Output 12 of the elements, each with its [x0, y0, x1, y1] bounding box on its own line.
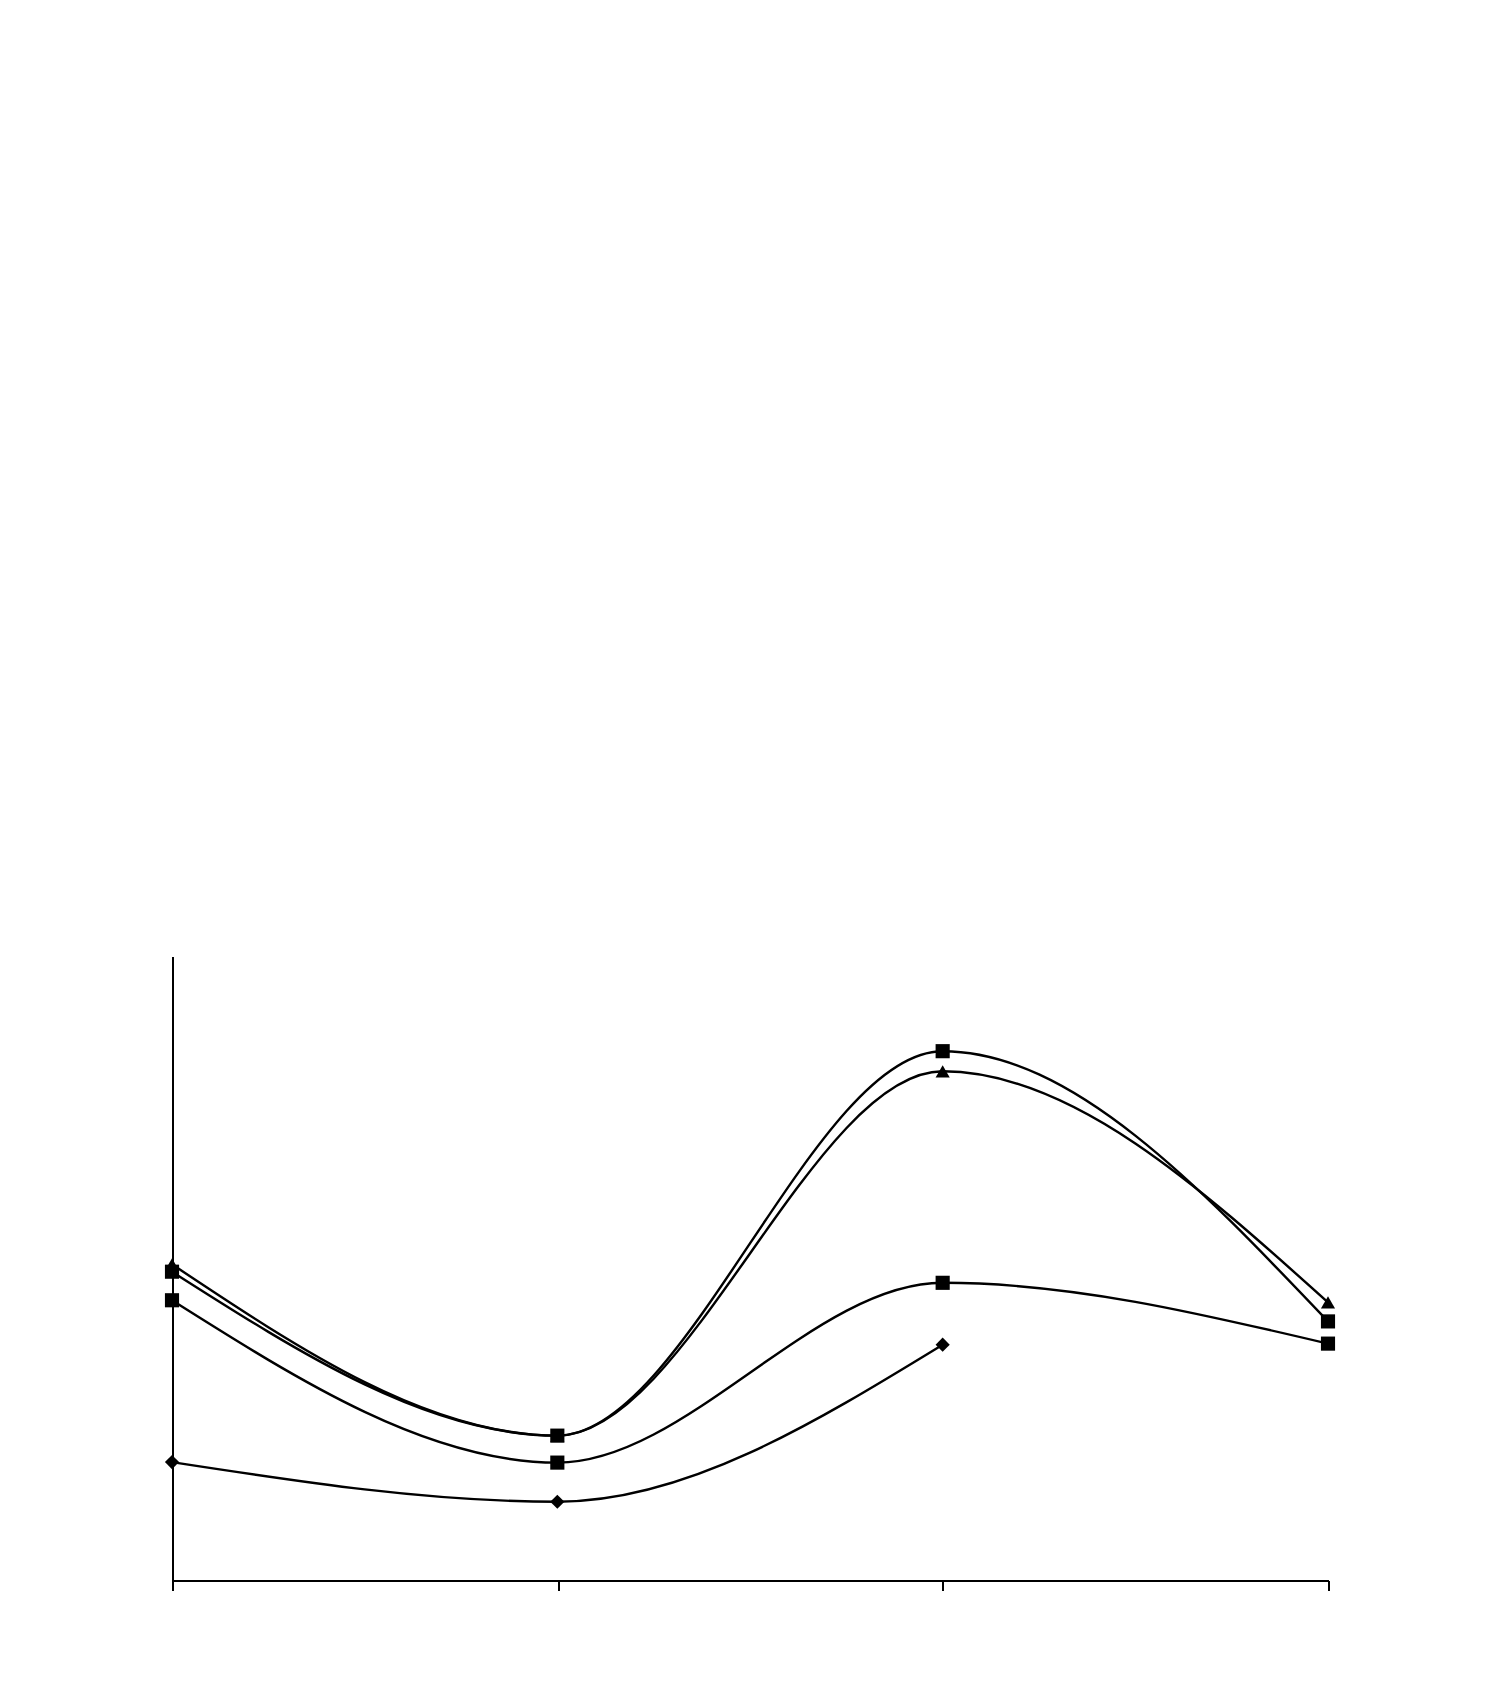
point	[935, 1275, 950, 1290]
point	[1320, 1314, 1336, 1329]
point	[550, 1494, 565, 1509]
point	[935, 1044, 950, 1059]
point	[1320, 1336, 1336, 1351]
point	[164, 1455, 180, 1470]
point	[935, 1065, 950, 1078]
point	[164, 1293, 180, 1308]
point	[1320, 1296, 1336, 1309]
point	[164, 1264, 180, 1279]
point	[935, 1337, 950, 1352]
point	[550, 1455, 565, 1470]
